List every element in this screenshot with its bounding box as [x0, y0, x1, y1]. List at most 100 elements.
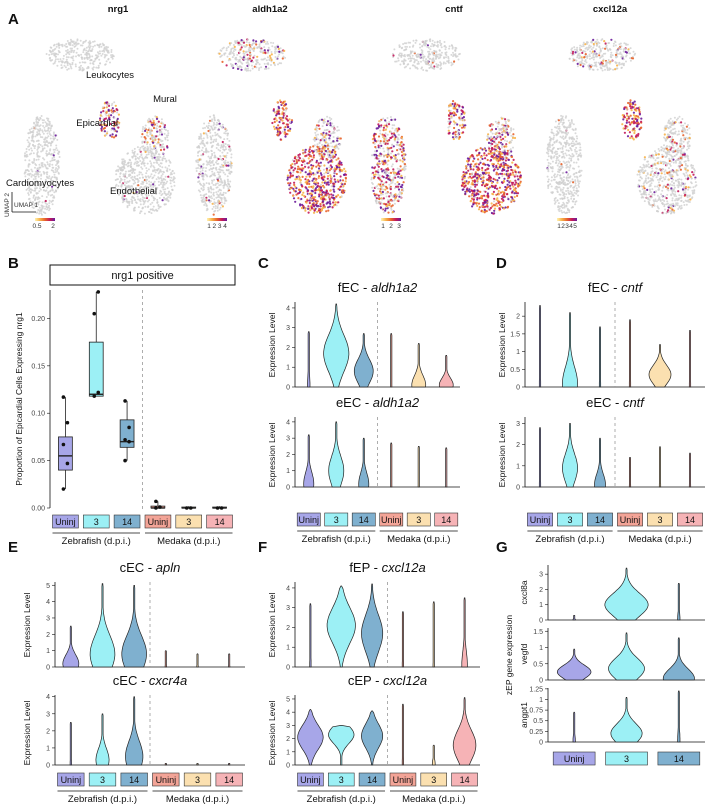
expressing-cell-point [312, 172, 315, 175]
cell-point [68, 53, 71, 56]
cell-point [392, 118, 395, 121]
cell-point [438, 41, 441, 44]
cell-point [320, 164, 323, 167]
cell-point [388, 172, 390, 175]
cell-point [141, 207, 144, 210]
expressing-cell-point [328, 130, 331, 133]
cell-point [133, 147, 136, 150]
expressing-cell-point [294, 178, 297, 181]
expressing-cell-point [320, 189, 323, 192]
cell-point [209, 131, 212, 134]
cell-point [318, 158, 321, 161]
cell-point [31, 139, 34, 142]
cell-point [36, 131, 39, 134]
cell-point [54, 148, 57, 151]
expressing-cell-point [286, 176, 290, 179]
cell-point [262, 41, 265, 43]
expressing-cell-point [448, 122, 451, 125]
expressing-cell-point [278, 50, 281, 53]
cell-point [247, 69, 250, 72]
cell-point [173, 184, 176, 187]
cell-point [169, 179, 172, 182]
cell-point [203, 204, 206, 206]
cell-point [471, 172, 474, 175]
expressing-cell-point [386, 155, 389, 159]
expressing-cell-point [311, 199, 314, 202]
cell-point [414, 41, 417, 44]
cell-point [214, 205, 217, 207]
cell-point [74, 63, 77, 66]
expressing-cell-point [242, 50, 245, 53]
cell-point [596, 38, 599, 41]
cell-point [490, 136, 492, 139]
expressing-cell-point [314, 187, 317, 190]
expressing-cell-point [485, 187, 488, 190]
cell-point [48, 207, 51, 210]
cell-point [39, 136, 42, 138]
cell-point [218, 171, 220, 174]
cell-point [480, 174, 482, 177]
cell-point [158, 133, 161, 136]
cell-point [58, 51, 61, 54]
expressing-cell-point [103, 117, 106, 121]
cell-point [243, 58, 246, 61]
cell-point [400, 54, 403, 57]
cell-point [447, 120, 450, 123]
umap-cluster-endothelial [286, 145, 348, 214]
expressing-cell-point [381, 175, 384, 178]
expressing-cell-point [279, 138, 282, 141]
cell-point [490, 130, 492, 133]
cell-point [38, 132, 41, 135]
cell-point [458, 53, 460, 56]
cell-point [66, 45, 69, 48]
cell-point [215, 123, 218, 126]
cell-point [105, 60, 108, 63]
cell-point [44, 121, 47, 124]
cell-point [214, 167, 217, 170]
cell-point [258, 63, 261, 66]
cell-point [42, 121, 44, 124]
cell-point [89, 62, 92, 65]
cell-point [208, 163, 210, 166]
cell-point [168, 159, 171, 162]
cell-point [109, 61, 111, 64]
expressing-cell-point [306, 190, 309, 193]
cell-point [56, 187, 59, 190]
expressing-cell-point [327, 175, 330, 178]
cell-point [215, 133, 218, 136]
cell-point [168, 168, 171, 171]
expressing-cell-point [284, 103, 288, 106]
cell-point [239, 60, 242, 63]
cell-point [87, 65, 90, 68]
expressing-cell-point [331, 206, 334, 209]
cell-point [379, 120, 382, 123]
expressing-cell-point [402, 157, 406, 160]
cell-point [101, 106, 104, 109]
cell-point [41, 130, 44, 133]
expressing-cell-point [328, 200, 331, 203]
expressing-cell-point [306, 199, 309, 202]
cell-point [47, 185, 50, 188]
expressing-cell-point [488, 186, 492, 189]
expressing-cell-point [242, 41, 246, 44]
cell-point [150, 162, 153, 165]
expressing-cell-point [325, 210, 328, 213]
cell-point [284, 109, 287, 112]
cell-point [224, 161, 227, 164]
cell-point [230, 42, 233, 45]
cell-point [144, 155, 147, 158]
expressing-cell-point [487, 152, 490, 155]
expressing-cell-point [510, 196, 514, 199]
cell-point [138, 177, 141, 179]
expressing-cell-point [155, 117, 159, 120]
cell-point [41, 165, 44, 168]
expressing-cell-point [490, 181, 494, 185]
cell-point [208, 201, 211, 204]
cell-point [46, 124, 49, 127]
cell-point [281, 52, 284, 55]
expressing-cell-point [337, 180, 340, 183]
expressing-cell-point [493, 207, 497, 210]
expressing-cell-point [384, 188, 387, 191]
cell-point [223, 138, 226, 141]
cell-point [51, 59, 54, 61]
